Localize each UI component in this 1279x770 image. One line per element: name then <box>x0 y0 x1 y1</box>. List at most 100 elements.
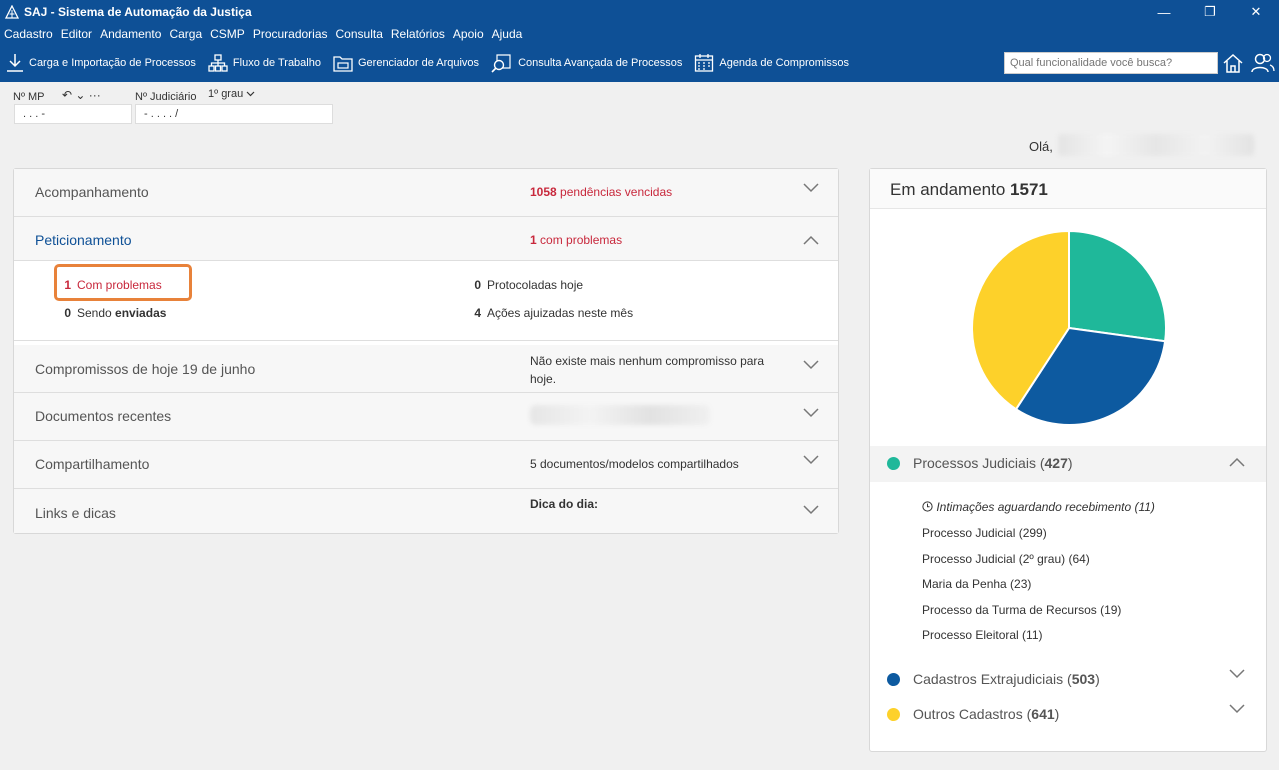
workflow-icon <box>208 54 228 72</box>
sub-item[interactable]: Processo Judicial (2º grau) (64) <box>922 552 1090 566</box>
section-title: Peticionamento <box>35 232 132 248</box>
section-acompanhamento[interactable]: Acompanhamento 1058 pendências vencidas <box>14 169 838 217</box>
menu-csmp[interactable]: CSMP <box>210 27 245 41</box>
menu-procuradorias[interactable]: Procuradorias <box>252 27 328 41</box>
section-title: Acompanhamento <box>35 184 149 200</box>
highlight-frame <box>54 264 192 301</box>
close-button[interactable]: ✕ <box>1250 4 1262 19</box>
agenda-compromissos-button[interactable]: Agenda de Compromissos <box>694 53 849 73</box>
legend-label: Processos Judiciais (427) <box>913 455 1073 471</box>
clock-icon <box>922 501 933 512</box>
title-bar: SAJ - Sistema de Automação da Justiça — … <box>0 0 1279 24</box>
panel-header: Em andamento 1571 <box>870 169 1266 209</box>
sendo-enviadas-stat[interactable]: 0 Sendo enviadas <box>59 306 166 320</box>
menu-andamento[interactable]: Andamento <box>100 27 162 41</box>
gerenciador-arquivos-label: Gerenciador de Arquivos <box>357 57 480 69</box>
section-compartilhamento[interactable]: Compartilhamento 5 documentos/modelos co… <box>14 441 838 489</box>
advanced-search-icon <box>491 54 511 73</box>
carga-importacao-label: Carga e Importação de Processos <box>29 57 196 69</box>
panel-title: Em andamento 1571 <box>890 180 1048 200</box>
in-progress-panel: Em andamento 1571 Processos Judiciais (4… <box>869 168 1267 752</box>
sub-item[interactable]: Maria da Penha (23) <box>922 577 1032 591</box>
user-name-redacted <box>1058 134 1254 156</box>
gerenciador-arquivos-button[interactable]: Gerenciador de Arquivos <box>333 54 479 72</box>
section-documentos[interactable]: Documentos recentes <box>14 393 838 441</box>
section-title: Documentos recentes <box>35 408 172 424</box>
sub-item[interactable]: Processo Judicial (299) <box>922 526 1047 540</box>
pie-slice-outros-cadastros[interactable] <box>971 229 1070 411</box>
menu-cadastro[interactable]: Cadastro <box>4 27 53 41</box>
recent-documents-redacted <box>530 405 710 425</box>
sub-item[interactable]: Processo Eleitoral (11) <box>922 628 1043 642</box>
section-links[interactable]: Links e dicas Dica do dia: <box>14 489 838 533</box>
stat-number: 4 <box>474 306 481 320</box>
fluxo-trabalho-button[interactable]: Fluxo de Trabalho <box>208 54 321 72</box>
process-number-area: Nº MP ↶ ⌄ ··· Nº Judiciário 1º grau . . … <box>0 82 1279 128</box>
menu-apoio[interactable]: Apoio <box>452 27 484 41</box>
legend-outros-cadastros[interactable]: Outros Cadastros (641) <box>870 697 1266 733</box>
legend-name: Outros Cadastros <box>913 706 1023 722</box>
users-icon[interactable] <box>1251 52 1275 74</box>
chevron-down-icon[interactable] <box>802 504 820 516</box>
legend-dot <box>887 708 900 721</box>
menu-carga[interactable]: Carga <box>169 27 203 41</box>
consulta-avancada-button[interactable]: Consulta Avançada de Processos <box>491 53 682 73</box>
acoes-stat[interactable]: 4 Ações ajuizadas neste mês <box>469 306 633 320</box>
problemas-label: com problemas <box>540 233 623 247</box>
section-compromissos[interactable]: Compromissos de hoje 19 de junho Não exi… <box>14 345 838 393</box>
chevron-up-icon[interactable] <box>802 234 820 246</box>
sub-item[interactable]: Processo da Turma de Recursos (19) <box>922 603 1122 617</box>
legend-count: 427 <box>1044 455 1068 471</box>
section-info: Dica do dia: <box>530 497 599 511</box>
feature-search-input[interactable] <box>1004 52 1218 74</box>
intimacoes-item[interactable]: Intimações aguardando recebimento (11) <box>922 500 1155 514</box>
chevron-down-icon[interactable] <box>802 407 820 419</box>
chevron-down-icon[interactable] <box>802 454 820 466</box>
problemas-count: 1 <box>530 233 537 247</box>
legend-count: 503 <box>1071 671 1096 687</box>
stat-number: 0 <box>474 278 481 292</box>
pie-slice-processos-judiciais[interactable] <box>1068 229 1167 343</box>
chevron-down-icon[interactable] <box>802 182 820 194</box>
legend-dot <box>887 673 900 686</box>
consulta-avancada-label: Consulta Avançada de Processos <box>518 57 683 69</box>
menu-ajuda[interactable]: Ajuda <box>491 27 523 41</box>
legend-cadastros-extrajudiciais[interactable]: Cadastros Extrajudiciais (503) <box>870 662 1266 698</box>
judiciario-number-input[interactable]: - . . . . / <box>135 104 333 124</box>
legend-name: Processos Judiciais <box>913 455 1036 471</box>
section-peticionamento[interactable]: Peticionamento 1 com problemas <box>14 217 838 261</box>
chevron-down-icon[interactable] <box>802 359 820 371</box>
fluxo-trabalho-label: Fluxo de Trabalho <box>232 57 321 69</box>
com-problemas-link[interactable]: 1 Com problemas <box>59 278 161 292</box>
stat-label: Sendo <box>77 306 112 320</box>
stat-label-bold: enviadas <box>115 306 167 320</box>
stat-label: Ações ajuizadas neste mês <box>487 306 634 320</box>
chevron-down-icon <box>246 91 255 97</box>
chevron-down-icon[interactable] <box>1228 703 1246 715</box>
legend-count: 641 <box>1031 706 1055 722</box>
section-info: 5 documentos/modelos compartilhados <box>530 457 739 471</box>
grau-select[interactable]: 1º grau <box>208 88 255 100</box>
section-info: 1058 pendências vencidas <box>530 185 672 199</box>
home-icon[interactable] <box>1222 52 1244 74</box>
stat-number: 0 <box>64 306 71 320</box>
restore-button[interactable]: ❐ <box>1204 4 1216 19</box>
agenda-compromissos-label: Agenda de Compromissos <box>719 57 849 69</box>
pendencias-label: pendências vencidas <box>560 185 673 199</box>
protocoladas-stat[interactable]: 0 Protocoladas hoje <box>469 278 583 292</box>
legend-processos-judiciais[interactable]: Processos Judiciais (427) <box>870 446 1266 482</box>
pendencias-count: 1058 <box>530 185 557 199</box>
minimize-button[interactable]: — <box>1157 4 1171 20</box>
menu-consulta[interactable]: Consulta <box>335 27 383 41</box>
chevron-down-icon[interactable] <box>1228 668 1246 680</box>
carga-importacao-button[interactable]: Carga e Importação de Processos <box>6 53 196 73</box>
section-title: Compartilhamento <box>35 456 150 472</box>
legend-label: Cadastros Extrajudiciais (503) <box>913 671 1100 687</box>
menu-relatorios[interactable]: Relatórios <box>390 27 445 41</box>
chevron-up-icon[interactable] <box>1228 456 1246 468</box>
mp-number-input[interactable]: . . . - <box>14 104 132 124</box>
legend-label: Outros Cadastros (641) <box>913 706 1060 722</box>
window-title: SAJ - Sistema de Automação da Justiça <box>24 5 252 19</box>
mp-controls[interactable]: ↶ ⌄ ··· <box>62 88 101 102</box>
menu-editor[interactable]: Editor <box>60 27 93 41</box>
